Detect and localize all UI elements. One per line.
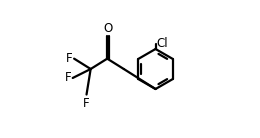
- Text: Cl: Cl: [157, 37, 168, 50]
- Text: F: F: [82, 97, 89, 110]
- Text: O: O: [103, 22, 113, 34]
- Text: F: F: [64, 71, 71, 84]
- Text: F: F: [66, 52, 73, 65]
